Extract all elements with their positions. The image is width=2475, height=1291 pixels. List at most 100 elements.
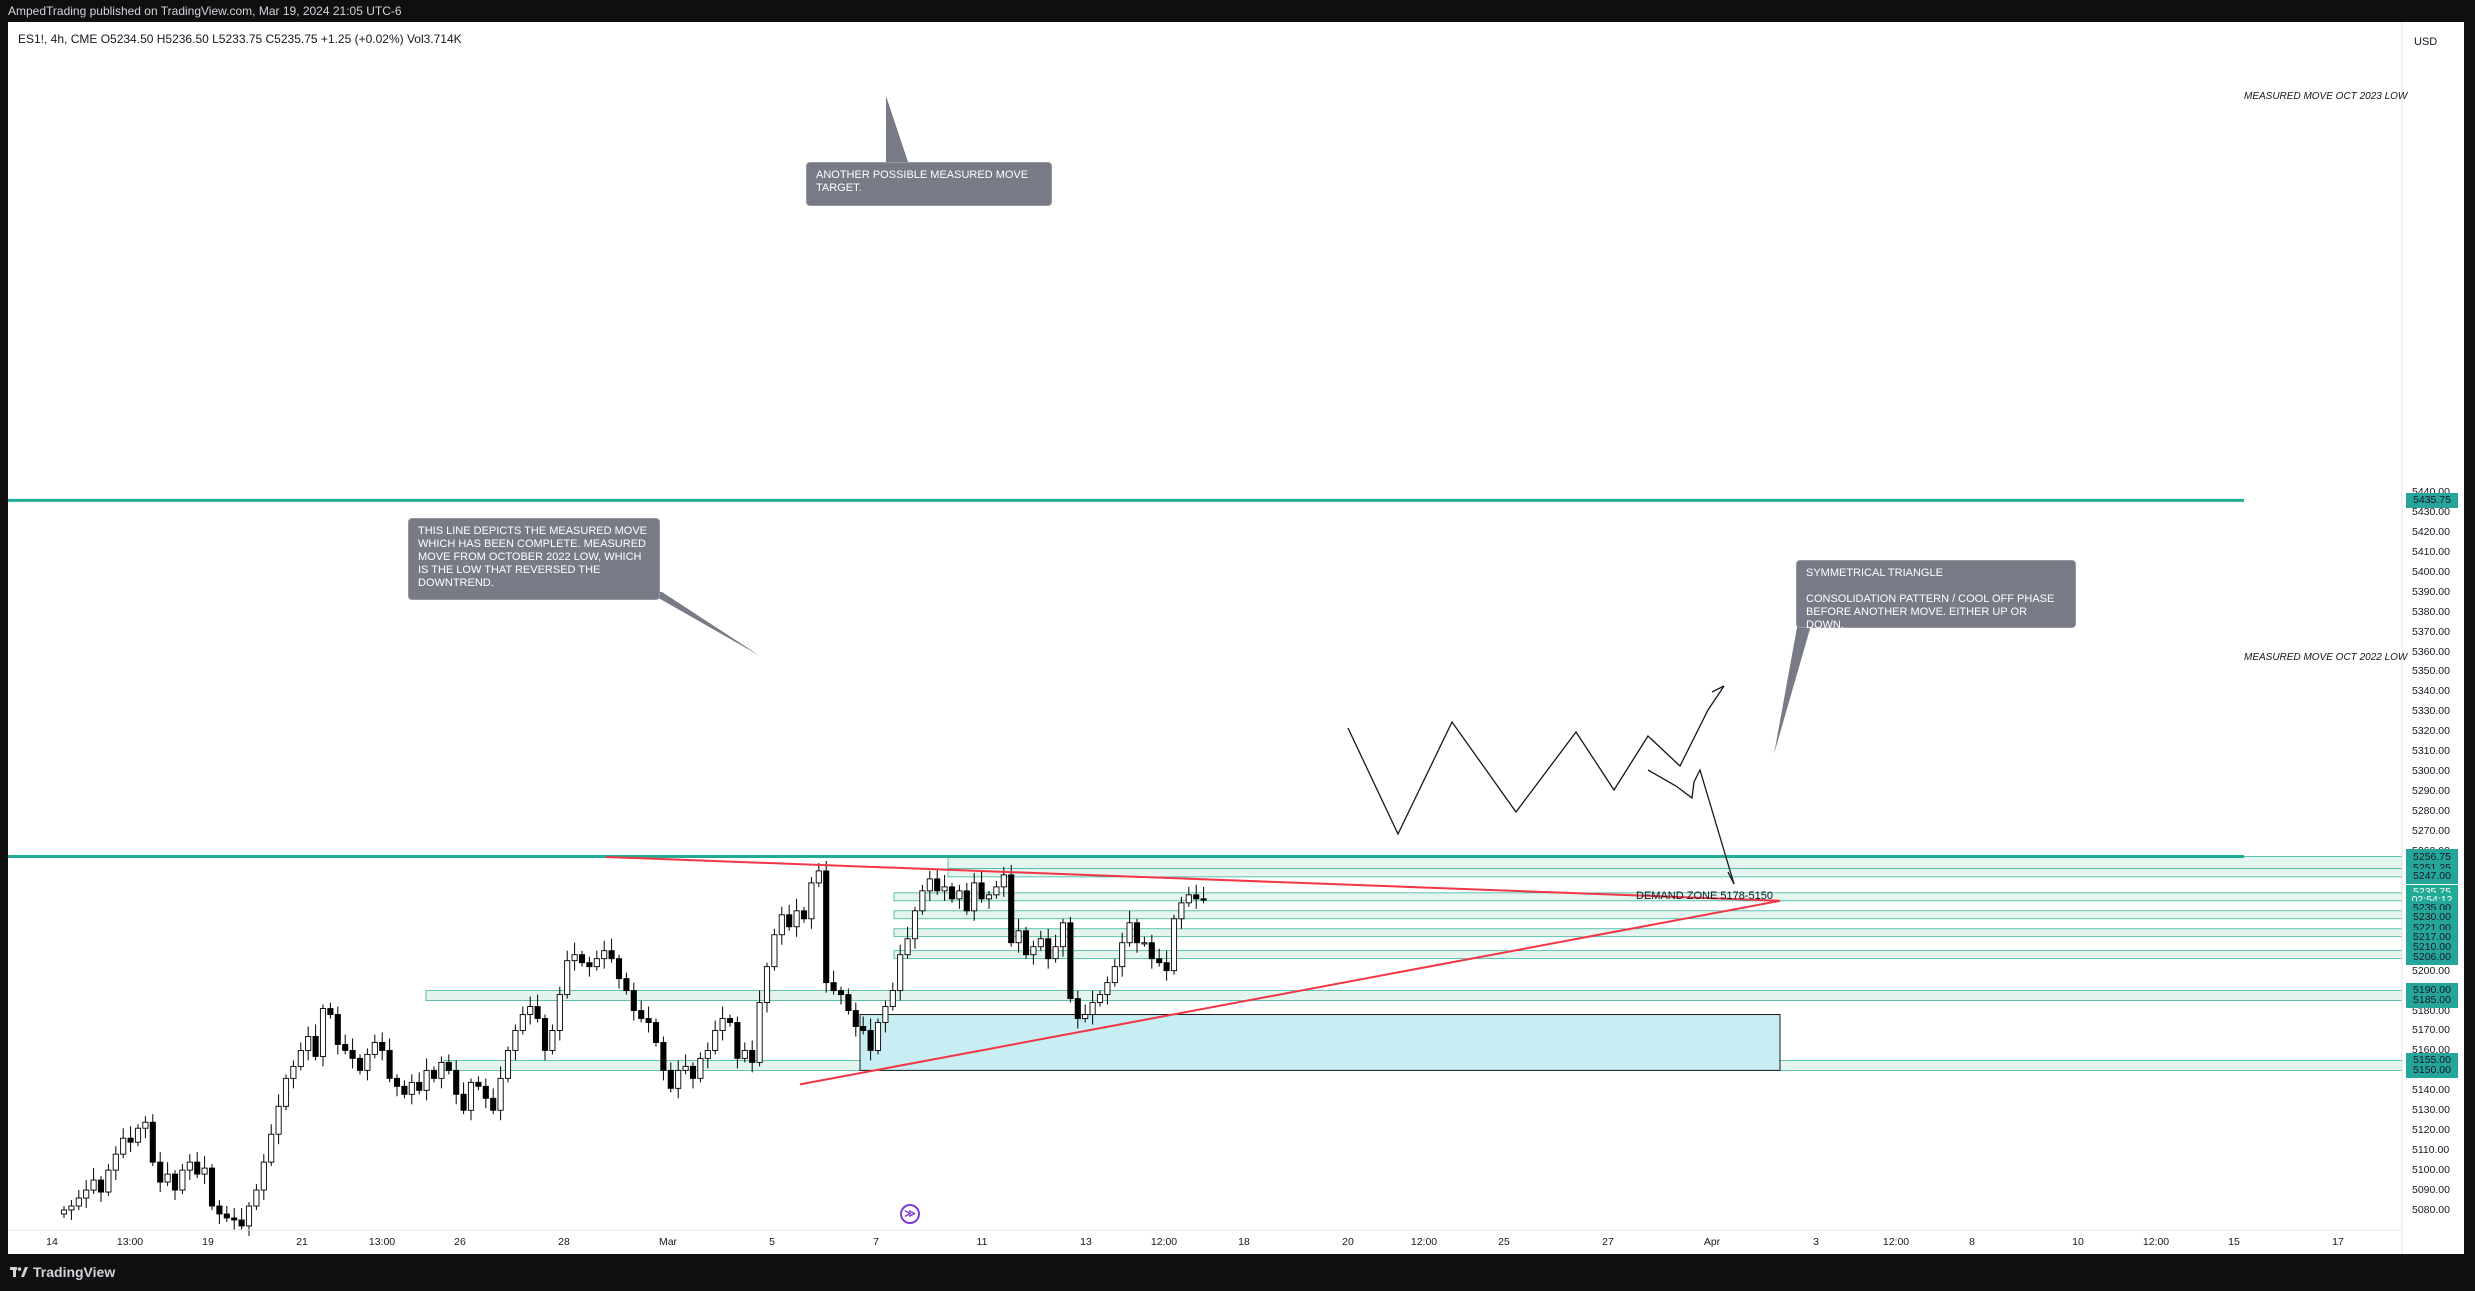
candle-body: [1000, 874, 1007, 888]
candle-body: [334, 1014, 341, 1045]
projection-path-down: [1647, 768, 1735, 885]
candle-body: [934, 878, 941, 892]
candle-body: [608, 950, 615, 960]
candle-body: [897, 954, 904, 992]
annotation-measured-move-target[interactable]: ANOTHER POSSIBLE MEASURED MOVE TARGET.: [806, 162, 1052, 206]
candle-body: [1082, 1014, 1089, 1019]
candle-body: [231, 1217, 238, 1221]
candle-body: [312, 1036, 319, 1057]
x-tick-label: 18: [1238, 1236, 1250, 1248]
candle-body: [993, 886, 1000, 896]
symbol-ohlc-legend[interactable]: ES1!, 4h, CME O5234.50 H5236.50 L5233.75…: [18, 32, 462, 46]
candle-body: [164, 1173, 171, 1183]
candle-body: [771, 934, 778, 968]
x-tick-label: 12:00: [2142, 1236, 2170, 1248]
candle-body: [786, 914, 793, 928]
candle-body: [194, 1161, 201, 1175]
support-resistance-band: [893, 928, 2403, 938]
y-tick-label: 5430.00: [2412, 505, 2450, 518]
candle-body: [741, 1049, 748, 1059]
tradingview-brand: TradingView: [33, 1264, 116, 1280]
y-tick-label: 5130.00: [2412, 1104, 2450, 1117]
candle-body: [1096, 994, 1104, 1004]
candle-body: [1141, 942, 1148, 945]
candle-body: [68, 1205, 75, 1211]
candle-body: [660, 1042, 667, 1071]
y-tick-label: 5400.00: [2412, 565, 2450, 578]
callout-pointer: [648, 592, 760, 656]
x-tick-label: 13: [1080, 1236, 1092, 1248]
candle-body: [497, 1077, 504, 1111]
x-tick-label: 12:00: [1882, 1236, 1910, 1248]
x-tick-label: 20: [1342, 1236, 1354, 1248]
projection-arrowhead: [1711, 685, 1725, 693]
x-tick-label: 5: [769, 1236, 775, 1248]
price-chart-canvas[interactable]: [8, 22, 2464, 1254]
y-tick-label: 5080.00: [2412, 1204, 2450, 1216]
candle-body: [860, 1026, 867, 1031]
y-tick-label: 5330.00: [2412, 705, 2450, 718]
candle-body: [60, 1209, 68, 1215]
y-tick-label: 5390.00: [2412, 585, 2450, 598]
candle-body: [342, 1043, 349, 1051]
y-tick-label: 5280.00: [2412, 805, 2450, 818]
candle-body: [867, 1030, 874, 1051]
y-tick-label: 5100.00: [2412, 1164, 2450, 1177]
y-tick-label: 5270.00: [2412, 825, 2450, 838]
candle-body: [1045, 938, 1052, 960]
candle-body: [948, 886, 956, 900]
price-axis-label: 5206.00: [2406, 949, 2458, 965]
x-tick-label: 17: [2332, 1236, 2344, 1248]
candle-body: [1067, 922, 1074, 1000]
candle-body: [453, 1069, 460, 1095]
candle-body: [149, 1121, 156, 1163]
demand-zone-box: [859, 1014, 1781, 1071]
candle-body: [541, 1018, 549, 1051]
triangle-lower-trendline: [799, 899, 1781, 1086]
x-tick-label: 25: [1498, 1236, 1510, 1248]
candle-body: [564, 960, 571, 996]
candle-body: [1156, 958, 1163, 964]
candle-body: [216, 1205, 223, 1215]
scroll-to-realtime-icon[interactable]: ≫: [900, 1204, 920, 1224]
y-tick-label: 5300.00: [2412, 765, 2450, 778]
candle-body: [1052, 946, 1059, 960]
candle-body: [105, 1169, 112, 1193]
candle-body: [356, 1057, 364, 1071]
candle-body: [238, 1219, 245, 1227]
candle-body: [852, 1010, 859, 1027]
candle-body: [749, 1049, 756, 1063]
y-tick-label: 5380.00: [2412, 605, 2450, 618]
currency-label[interactable]: USD: [2414, 36, 2438, 48]
tradingview-logo[interactable]: TradingView: [10, 1264, 115, 1280]
candle-body: [268, 1133, 275, 1163]
candle-body: [245, 1205, 253, 1227]
level-label-oct-2022: MEASURED MOVE OCT 2022 LOW: [2244, 652, 2408, 663]
candle-body: [401, 1085, 408, 1095]
callout-pointer: [886, 96, 908, 162]
candle-body: [223, 1213, 230, 1219]
candle-body: [423, 1069, 430, 1091]
candle-body: [823, 870, 830, 984]
candle-body: [120, 1137, 127, 1155]
candle-body: [941, 886, 948, 892]
candle-body: [467, 1081, 475, 1111]
candle-body: [1111, 966, 1118, 984]
y-tick-label: 5350.00: [2412, 665, 2450, 678]
annotation-measured-move-complete[interactable]: THIS LINE DEPICTS THE MEASURED MOVE WHIC…: [408, 518, 660, 600]
tradingview-logo-icon: [10, 1267, 28, 1277]
projection-path-up: [1347, 685, 1725, 836]
candle-body: [430, 1069, 438, 1079]
candle-body: [800, 910, 808, 920]
candle-body: [275, 1105, 282, 1135]
y-tick-label: 5120.00: [2412, 1124, 2450, 1137]
annotation-symmetrical-triangle[interactable]: SYMMETRICAL TRIANGLE CONSOLIDATION PATTE…: [1796, 560, 2076, 631]
chart-pane[interactable]: ES1!, 4h, CME O5234.50 H5236.50 L5233.75…: [8, 22, 2464, 1254]
candle-body: [504, 1049, 512, 1079]
candle-body: [911, 910, 919, 940]
candle-body: [793, 910, 800, 928]
candle-body: [778, 914, 785, 936]
y-tick-label: 5090.00: [2412, 1184, 2450, 1197]
candle-body: [445, 1061, 452, 1071]
candle-body: [127, 1137, 134, 1143]
